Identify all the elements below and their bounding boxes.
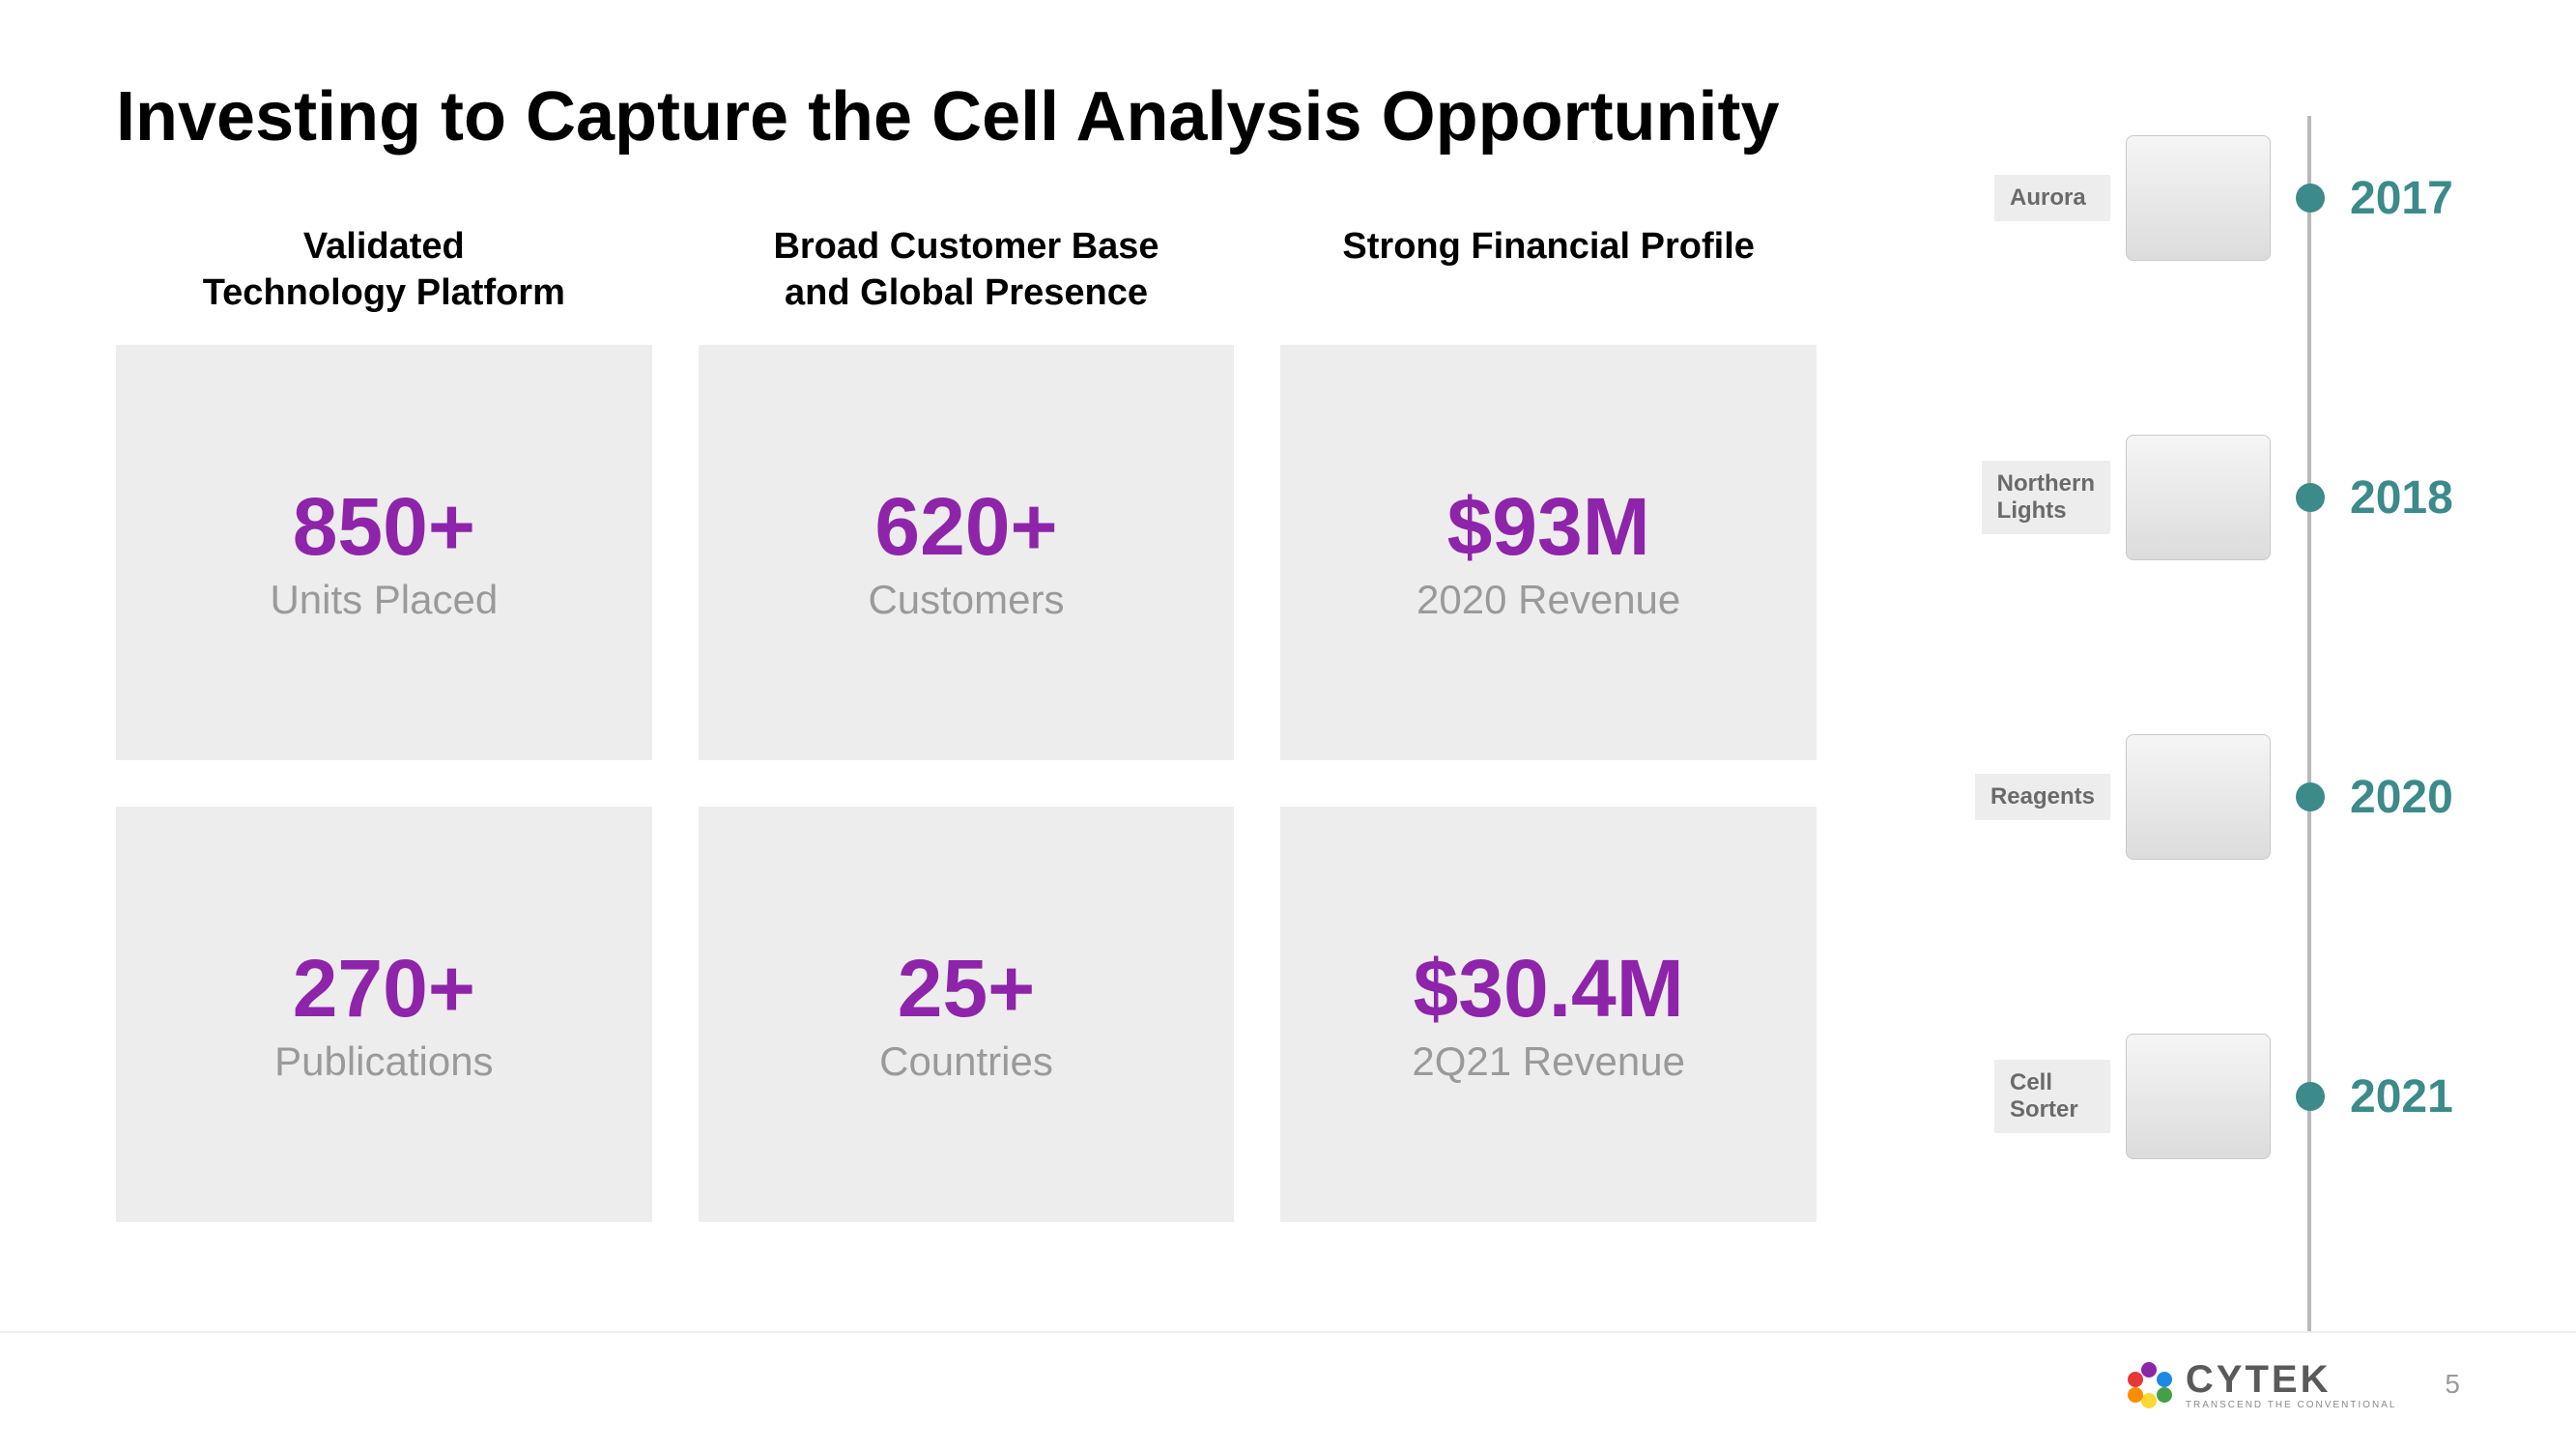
metrics-area: ValidatedTechnology Platform Broad Custo… <box>116 224 1817 1222</box>
metric-label: 2020 Revenue <box>1417 577 1680 623</box>
column-header: ValidatedTechnology Platform <box>116 224 652 316</box>
product-timeline: Aurora 2017 NorthernLights 2018 Reagents… <box>1996 116 2325 1294</box>
page-number: 5 <box>2445 1369 2460 1400</box>
timeline-line <box>2307 116 2311 1333</box>
company-logo: CYTEK TRANSCEND THE CONVENTIONAL <box>2128 1358 2397 1410</box>
timeline-item: Reagents 2020 <box>2296 782 2325 811</box>
metric-value: 270+ <box>293 944 475 1033</box>
footer-divider <box>0 1331 2576 1333</box>
timeline-year: 2018 <box>2350 471 2453 525</box>
instrument-icon <box>2126 135 2271 261</box>
timeline-dot-icon <box>2296 782 2325 811</box>
metric-label: Publications <box>274 1038 493 1085</box>
metric-card: $93M 2020 Revenue <box>1280 345 1817 760</box>
metric-card: 25+ Countries <box>699 807 1235 1222</box>
logo-text: CYTEK <box>2186 1358 2397 1402</box>
timeline-year: 2020 <box>2350 771 2453 824</box>
timeline-item: NorthernLights 2018 <box>2296 483 2325 512</box>
product-label: NorthernLights <box>1982 461 2110 533</box>
timeline-item: Aurora 2017 <box>2296 184 2325 213</box>
footer: CYTEK TRANSCEND THE CONVENTIONAL 5 <box>2128 1358 2460 1410</box>
metric-value: 25+ <box>898 944 1036 1033</box>
metric-card: 850+ Units Placed <box>116 345 652 760</box>
timeline-product: Aurora <box>1994 135 2271 261</box>
timeline-year: 2017 <box>2350 172 2453 225</box>
metric-label: Countries <box>879 1038 1053 1085</box>
metric-label: 2Q21 Revenue <box>1412 1038 1685 1085</box>
slide: Investing to Capture the Cell Analysis O… <box>0 0 2576 1449</box>
metric-value: 850+ <box>293 482 475 571</box>
column-header: Strong Financial Profile <box>1280 224 1817 316</box>
column-header: Broad Customer Baseand Global Presence <box>699 224 1235 316</box>
logo-text-block: CYTEK TRANSCEND THE CONVENTIONAL <box>2186 1358 2397 1410</box>
timeline-product: CellSorter <box>1994 1034 2271 1159</box>
timeline-dot-icon <box>2296 184 2325 213</box>
metric-label: Units Placed <box>270 577 498 623</box>
instrument-icon <box>2126 734 2271 860</box>
instrument-icon <box>2126 435 2271 560</box>
column-headers: ValidatedTechnology Platform Broad Custo… <box>116 224 1817 316</box>
product-label: Aurora <box>1994 175 2110 221</box>
metric-grid: 850+ Units Placed 620+ Customers $93M 20… <box>116 345 1817 1222</box>
metric-label: Customers <box>868 577 1064 623</box>
metric-value: 620+ <box>874 482 1057 571</box>
timeline-item: CellSorter 2021 <box>2296 1082 2325 1111</box>
logo-subtext: TRANSCEND THE CONVENTIONAL <box>2186 1400 2397 1410</box>
metric-card: $30.4M 2Q21 Revenue <box>1280 807 1817 1222</box>
timeline-product: Reagents <box>1975 734 2271 860</box>
instrument-icon <box>2126 1034 2271 1159</box>
metric-value: $30.4M <box>1414 944 1684 1033</box>
metric-card: 620+ Customers <box>699 345 1235 760</box>
product-label: Reagents <box>1975 774 2110 820</box>
product-label: CellSorter <box>1994 1060 2110 1132</box>
metric-card: 270+ Publications <box>116 807 652 1222</box>
timeline-dot-icon <box>2296 483 2325 512</box>
metric-value: $93M <box>1447 482 1650 571</box>
timeline-dot-icon <box>2296 1082 2325 1111</box>
logo-mark-icon <box>2128 1362 2172 1406</box>
timeline-year: 2021 <box>2350 1070 2453 1123</box>
timeline-product: NorthernLights <box>1982 435 2271 560</box>
